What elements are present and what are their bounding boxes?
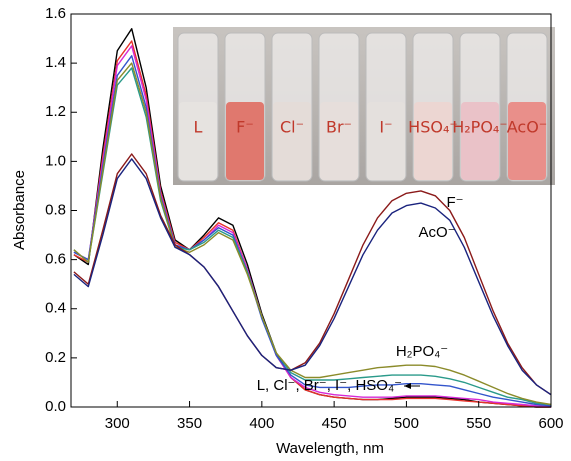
y-tick-label: 0.6 <box>45 251 66 268</box>
vial-label: HSO₄⁻ <box>408 118 458 137</box>
vial-label: AcO⁻ <box>507 118 548 137</box>
vial-label: L <box>194 118 203 137</box>
vial-liquid <box>461 102 499 180</box>
x-tick-label: 300 <box>105 415 130 432</box>
vial-liquid <box>508 102 546 180</box>
x-tick-label: 450 <box>322 415 347 432</box>
plot-area <box>73 28 552 408</box>
vial-label: Cl⁻ <box>280 118 304 137</box>
y-tick-label: 0.2 <box>45 349 66 366</box>
x-tick-label: 400 <box>249 415 274 432</box>
y-tick-label: 1.0 <box>45 152 66 169</box>
vial-liquid <box>320 102 358 180</box>
arrow-head <box>404 383 411 389</box>
data-line <box>73 45 552 408</box>
vial-liquid <box>273 102 311 180</box>
y-tick-label: 1.4 <box>45 54 66 71</box>
vial-liquid <box>226 102 264 180</box>
y-tick-label: 0.8 <box>45 201 66 218</box>
data-line <box>73 62 552 406</box>
x-tick-label: 500 <box>394 415 419 432</box>
vial-liquid <box>414 102 452 180</box>
data-line <box>73 153 552 396</box>
y-tick-label: 0.4 <box>45 300 66 317</box>
x-axis-label: Wavelength, nm <box>276 440 384 457</box>
vial-label: Br⁻ <box>326 118 352 137</box>
y-tick-label: 1.6 <box>45 5 66 22</box>
vial-liquid <box>367 102 405 180</box>
annotation: F⁻ <box>446 194 463 211</box>
y-tick-label: 1.2 <box>45 103 66 120</box>
x-tick-label: 550 <box>466 415 491 432</box>
annotation: H₂PO₄⁻ <box>396 343 448 360</box>
inset-photo: L F⁻ Cl⁻ Br⁻ I⁻ HSO₄⁻H₂PO₄⁻AcO⁻ <box>173 27 555 185</box>
vial-liquid <box>179 102 217 180</box>
vial-label: H₂PO₄⁻ <box>452 118 508 137</box>
y-tick-label: 0.0 <box>45 398 66 415</box>
annotation: L, Cl⁻, Br⁻, I⁻, HSO₄⁻ <box>257 377 402 394</box>
vial-label: I⁻ <box>379 118 392 137</box>
x-tick-label: 600 <box>538 415 563 432</box>
annotation: AcO⁻ <box>418 224 455 241</box>
y-axis-label: Absorbance <box>11 170 28 250</box>
data-line <box>73 158 552 396</box>
x-tick-label: 350 <box>177 415 202 432</box>
vial-label: F⁻ <box>236 118 254 137</box>
